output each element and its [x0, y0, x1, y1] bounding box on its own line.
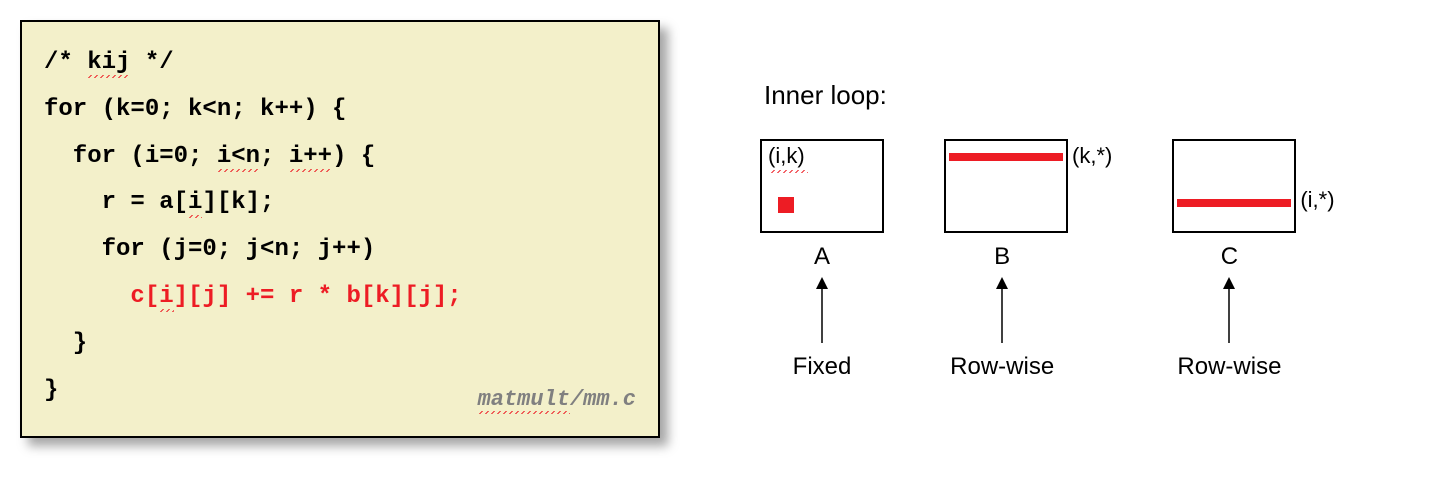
matrix-C-box: [1172, 139, 1296, 233]
code-line-3: r = a[i][k];: [44, 180, 636, 227]
code-line-0: /* kij */: [44, 40, 636, 87]
matrix-B-desc: Row-wise: [950, 353, 1054, 381]
matrix-A-name: A: [814, 243, 830, 271]
diagram-panel: Inner loop: (i,k) A Fixed: [760, 20, 1335, 381]
code-footer: matmult/mm.c: [478, 379, 636, 422]
matrix-B-box: [944, 139, 1068, 233]
matrix-C-marker: [1177, 199, 1291, 207]
code-footer-b: /mm.c: [570, 387, 636, 412]
matrix-A: (i,k) A Fixed: [760, 139, 884, 381]
arrow-up-icon: [992, 277, 1012, 343]
code-line-2: for (i=0; i<n; i++) {: [44, 134, 636, 181]
matrix-A-box: (i,k): [760, 139, 884, 233]
matrices-row: (i,k) A Fixed (k,*) B: [760, 139, 1335, 381]
matrix-C: (i,*) C Row-wise: [1172, 139, 1334, 381]
code-line-6: }: [44, 321, 636, 368]
matrix-C-name: C: [1221, 243, 1238, 271]
code-footer-a: matmult: [478, 387, 570, 414]
matrix-B-wrap: (k,*): [944, 139, 1112, 233]
code-text: c[: [44, 283, 159, 310]
code-text-squiggle: i++: [289, 143, 332, 172]
code-text: ][j] += r * b[k][j];: [174, 283, 462, 310]
code-line-5-highlight: c[i][j] += r * b[k][j];: [44, 274, 636, 321]
matrix-A-wrap: (i,k): [760, 139, 884, 233]
code-text: ) {: [332, 143, 375, 170]
code-text-squiggle: i: [188, 189, 202, 218]
code-text: /*: [44, 49, 87, 76]
code-text-squiggle: i: [159, 283, 173, 312]
matrix-B-marker: [949, 153, 1063, 161]
matrix-B: (k,*) B Row-wise: [944, 139, 1112, 381]
matrix-B-side-label: (k,*): [1072, 143, 1112, 169]
matrix-A-desc: Fixed: [793, 353, 852, 381]
code-text-squiggle: i<n: [217, 143, 260, 172]
code-text: for (i=0;: [44, 143, 217, 170]
arrow-up-icon: [812, 277, 832, 343]
code-line-1: for (k=0; k<n; k++) {: [44, 87, 636, 134]
code-line-4: for (j=0; j<n; j++): [44, 227, 636, 274]
code-text: ][k];: [202, 189, 274, 216]
code-text: }: [44, 330, 87, 357]
code-text: for (j=0; j<n; j++): [44, 236, 375, 263]
matrix-C-wrap: (i,*): [1172, 139, 1334, 233]
code-text: r = a[: [44, 189, 188, 216]
matrix-C-desc: Row-wise: [1177, 353, 1281, 381]
code-text-squiggle: kij: [87, 49, 130, 78]
diagram-title: Inner loop:: [764, 80, 1335, 111]
matrix-A-label-underline: [770, 167, 808, 173]
code-text: for (k=0; k<n; k++) {: [44, 96, 346, 123]
matrix-A-marker: [778, 197, 794, 213]
matrix-A-inside-label: (i,k): [768, 143, 805, 169]
arrow-up-icon: [1219, 277, 1239, 343]
code-text: }: [44, 377, 58, 404]
matrix-B-name: B: [994, 243, 1010, 271]
code-text: ;: [260, 143, 289, 170]
code-panel: /* kij */ for (k=0; k<n; k++) { for (i=0…: [20, 20, 660, 438]
matrix-C-side-label: (i,*): [1300, 187, 1334, 213]
code-text: */: [130, 49, 173, 76]
